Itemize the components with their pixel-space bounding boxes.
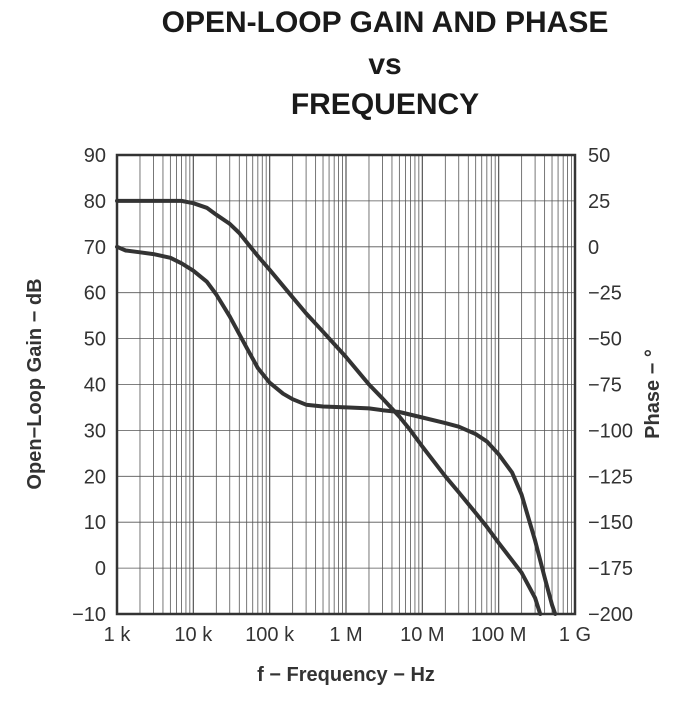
y-right-tick-label: −100 — [588, 420, 633, 442]
y-left-tick-label: 0 — [95, 558, 106, 580]
y-right-tick-label: −50 — [588, 329, 622, 351]
y-left-tick-label: 80 — [84, 191, 106, 213]
gain-curve — [115, 198, 543, 616]
y-right-tick-label: −175 — [588, 558, 633, 580]
x-tick-label: 1 M — [329, 624, 362, 646]
x-tick-label: 1 G — [559, 624, 591, 646]
chart-title-line-1: OPEN-LOOP GAIN AND PHASE — [161, 6, 609, 39]
y-left-tick-label: 50 — [84, 329, 106, 351]
x-tick-label: 10 M — [400, 624, 444, 646]
y-left-tick-label: 90 — [84, 145, 106, 167]
y-left-tick-label: 40 — [84, 375, 106, 397]
y-left-tick-label: 70 — [84, 237, 106, 259]
plot-frame — [115, 153, 577, 616]
y-right-tick-label: 25 — [588, 191, 610, 213]
x-axis-label: f − Frequency − Hz — [257, 664, 435, 686]
y-right-tick-label: −200 — [588, 604, 633, 626]
grid-lines — [116, 154, 575, 615]
phase-curve — [115, 244, 558, 616]
y-right-tick-label: 50 — [588, 145, 610, 167]
chart-title-line-2: vs — [368, 48, 402, 81]
y-right-tick-label: −75 — [588, 375, 622, 397]
x-tick-label: 10 k — [174, 624, 213, 646]
chart-title-line-3: FREQUENCY — [290, 88, 480, 121]
y-left-axis-label: Open−Loop Gain − dB — [24, 278, 46, 489]
series-layer — [115, 198, 558, 616]
y-left-tick-label: 20 — [84, 466, 106, 488]
y-left-tick-labels: 90 80 70 60 50 40 30 20 10 0 −10 — [72, 145, 106, 626]
y-right-axis-label: Phase − ° — [642, 349, 664, 439]
y-right-tick-labels: 50 25 0 −25 −50 −75 −100 −125 −150 −175 −200 — [588, 145, 633, 626]
x-tick-label: 100 k — [245, 624, 295, 646]
y-right-tick-label: −125 — [588, 466, 633, 488]
y-left-tick-label: 10 — [84, 512, 106, 534]
x-tick-labels: 1 k 10 k 100 k 1 M 10 M 100 M 1 G — [104, 624, 591, 646]
y-left-tick-label: 60 — [84, 283, 106, 305]
x-tick-label: 1 k — [104, 624, 132, 646]
x-tick-label: 100 M — [471, 624, 527, 646]
y-right-tick-label: −150 — [588, 512, 633, 534]
y-right-tick-label: −25 — [588, 283, 622, 305]
y-left-tick-label: 30 — [84, 420, 106, 442]
y-left-tick-label: −10 — [72, 604, 106, 626]
y-right-tick-label: 0 — [588, 237, 599, 259]
